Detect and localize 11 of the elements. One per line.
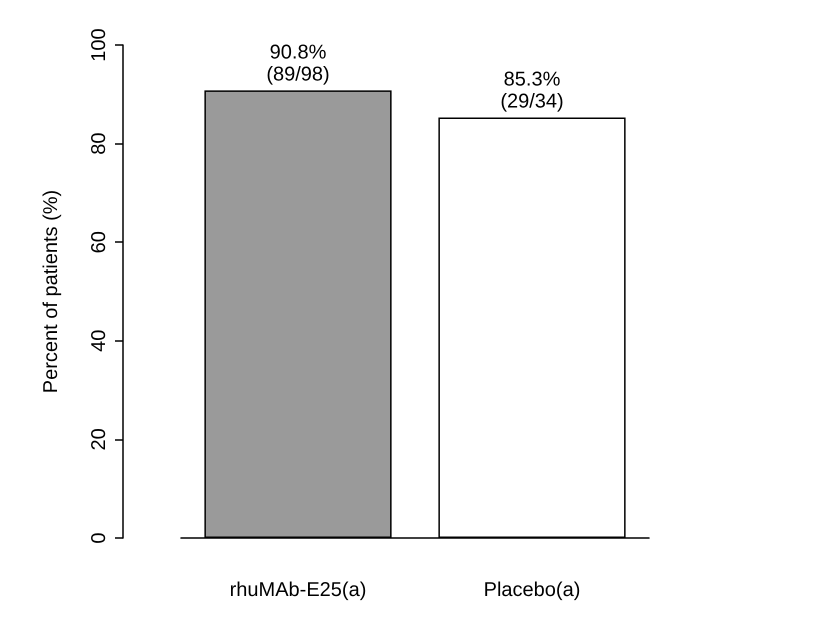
y-axis-title: Percent of patients (%): [40, 190, 62, 394]
y-tick-label: 0: [88, 532, 110, 544]
x-tick-label: Placebo(a): [484, 579, 580, 601]
data-label: 85.3% (29/34): [500, 68, 564, 112]
y-tick-label: 40: [88, 330, 110, 352]
y-tick-label: 60: [88, 231, 110, 254]
data-label: 90.8% (89/98): [266, 41, 330, 86]
y-tick-label: 80: [88, 132, 110, 155]
y-tick-label: 100: [88, 28, 110, 62]
y-tick-label: 20: [88, 428, 110, 451]
x-tick-label: rhuMAb-E25(a): [230, 579, 366, 601]
